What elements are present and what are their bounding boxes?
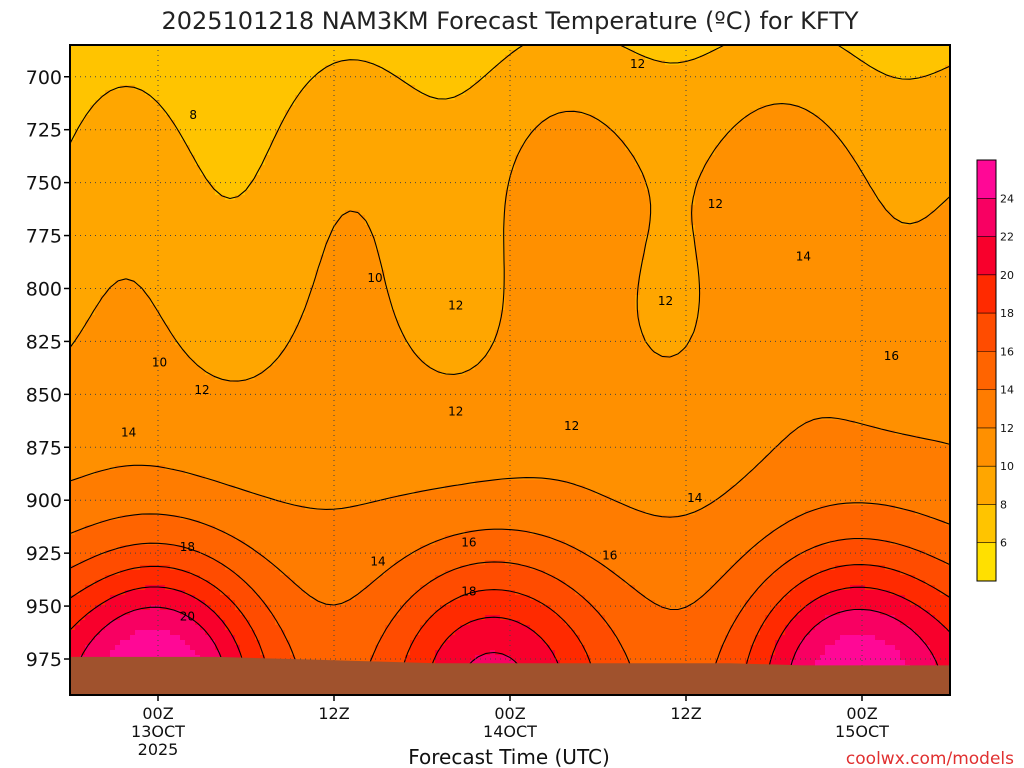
contour-label: 10: [367, 271, 382, 285]
colorbar-swatch: [977, 542, 996, 582]
colorbar-label-14: 14: [1000, 384, 1014, 397]
contour-label: 12: [564, 419, 579, 433]
x-tick-label: 15OCT: [835, 722, 889, 741]
y-tick-label-825: 825: [26, 331, 62, 353]
y-tick-label-950: 950: [26, 596, 62, 618]
y-tick-label-875: 875: [26, 437, 62, 459]
contour-label: 18: [461, 584, 476, 598]
y-tick-label-975: 975: [26, 649, 62, 671]
contour-line-14: [70, 502, 950, 611]
contour-line-12: [70, 417, 950, 518]
colorbar-label-8: 8: [1000, 498, 1007, 511]
colorbar-label-22: 22: [1000, 231, 1014, 244]
colorbar-swatch: [977, 198, 996, 237]
colorbar-swatch: [977, 274, 996, 314]
colorbar-label-12: 12: [1000, 422, 1014, 435]
x-tick-label: 2025: [138, 740, 179, 759]
contour-label: 8: [189, 108, 197, 122]
colorbar-label-10: 10: [1000, 460, 1014, 473]
contour-label: 12: [708, 197, 723, 211]
colorbar-swatch: [977, 160, 996, 199]
contour-label: 14: [121, 425, 136, 439]
colorbar-swatch: [977, 466, 996, 505]
y-tick-label-750: 750: [26, 173, 62, 195]
colorbar-frame: [976, 159, 997, 582]
y-tick-label-900: 900: [26, 490, 62, 512]
watermark: coolwx.com/models: [846, 749, 1014, 768]
colorbar-swatch: [977, 504, 996, 544]
x-tick-label: 00Z: [846, 704, 877, 723]
contour-label: 12: [194, 383, 209, 397]
colorbar-swatch: [977, 427, 996, 467]
contour-line-8: [70, 45, 950, 200]
contour-label: 12: [448, 298, 463, 312]
contour-label: 12: [658, 294, 673, 308]
colorbar-label-24: 24: [1000, 192, 1014, 205]
colorbar-label-18: 18: [1000, 307, 1014, 320]
colorbar-swatch: [977, 313, 996, 352]
contour-label: 16: [461, 536, 476, 550]
x-axis-label: Forecast Time (UTC): [408, 745, 610, 768]
x-tick-label: 00Z: [494, 704, 525, 723]
contour-label: 14: [687, 491, 702, 505]
colorbar-label-16: 16: [1000, 345, 1014, 358]
contour-label: 10: [152, 356, 167, 370]
colorbar-swatch: [977, 236, 996, 276]
y-tick-label-925: 925: [26, 543, 62, 565]
contour-label: 16: [602, 548, 617, 562]
x-tick-label: 12Z: [318, 704, 349, 723]
x-tick-label: 13OCT: [131, 722, 185, 741]
contour-label: 16: [884, 349, 899, 363]
colorbar-swatch: [977, 351, 996, 391]
y-axis: 700 725 750 775 800 825 850 875 900 925 950 975: [26, 67, 70, 671]
colorbar-swatch: [977, 389, 996, 429]
y-tick-label-850: 850: [26, 384, 62, 406]
y-tick-label-725: 725: [26, 120, 62, 142]
contour-label: 12: [448, 404, 463, 418]
contour-label: 14: [370, 555, 385, 569]
colorbar-label-20: 20: [1000, 269, 1014, 282]
x-tick-label: 12Z: [670, 704, 701, 723]
y-tick-label-800: 800: [26, 278, 62, 300]
chart-title: 2025101218 NAM3KM Forecast Temperature (…: [161, 7, 858, 35]
x-tick-label: 14OCT: [483, 722, 537, 741]
colorbar: 6 8 10 12 14 16 18 20 22 24: [976, 159, 1014, 582]
contour-label: 14: [796, 250, 811, 264]
contour-label: 12: [630, 57, 645, 71]
x-tick-label: 00Z: [142, 704, 173, 723]
y-tick-label-775: 775: [26, 226, 62, 248]
contour-label: 18: [180, 540, 195, 554]
colorbar-label-6: 6: [1000, 537, 1007, 550]
plot-area: 8 10 10 12 12 12 12 12 12 12 14 14 14 14 16 16 16 18 18 20: [70, 45, 950, 695]
contour-label: 20: [180, 610, 195, 624]
terrain: [70, 656, 950, 695]
y-tick-label-700: 700: [26, 67, 62, 89]
